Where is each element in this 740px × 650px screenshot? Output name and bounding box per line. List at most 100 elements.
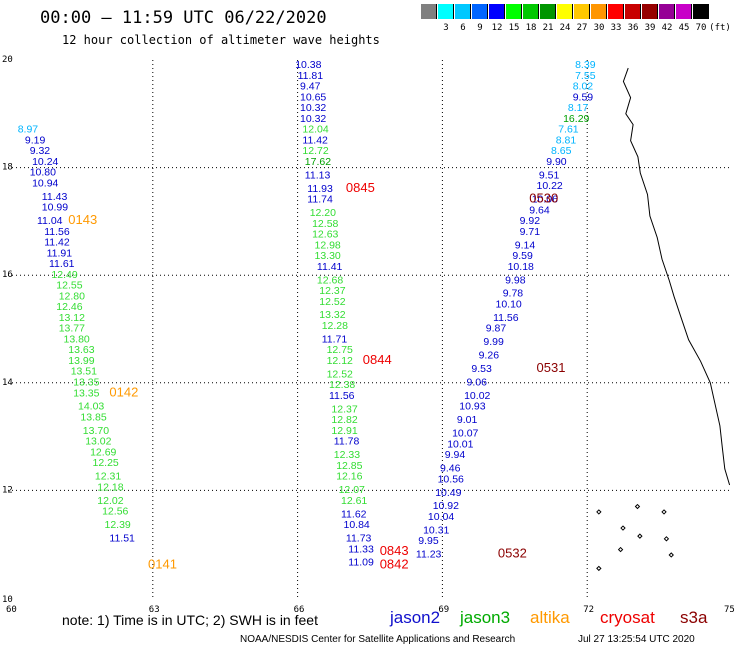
wave-height-value: 12.69 [90, 446, 116, 458]
legend-label: 6 [460, 23, 466, 33]
legend-label: 42 [661, 23, 673, 33]
legend-label: 70 [695, 23, 707, 33]
legend-label: 3 [443, 23, 449, 33]
wave-height-value: 13.77 [59, 323, 85, 335]
wave-height-value: 10.06 [532, 194, 558, 206]
wave-height-value: 10.80 [30, 167, 56, 179]
wave-height-value: 10.92 [433, 500, 459, 512]
wave-height-value: 10.84 [344, 519, 370, 531]
pass-time-label: 0531 [537, 360, 566, 375]
lon-tick-label: 72 [583, 605, 594, 615]
island-outline [668, 552, 674, 558]
wave-height-value: 8.39 [575, 59, 596, 71]
legend-swatch [608, 4, 624, 19]
legend-swatch [659, 4, 675, 19]
credit-line: NOAA/NESDIS Center for Satellite Applica… [240, 634, 516, 645]
wave-height-value: 12.80 [59, 290, 85, 302]
wave-height-value: 12.16 [336, 471, 362, 483]
legend-swatch [693, 4, 709, 19]
wave-height-value: 10.10 [496, 299, 522, 311]
wave-height-value: 8.65 [551, 145, 572, 157]
wave-height-value: 13.35 [73, 377, 99, 389]
wave-height-value: 12.02 [97, 495, 123, 507]
wave-height-value: 9.98 [505, 274, 526, 286]
wave-height-value: 13.12 [59, 312, 85, 324]
lon-tick-label: 69 [438, 605, 449, 615]
wave-height-value: 9.64 [529, 204, 550, 216]
satellite-name: jason2 [390, 608, 441, 627]
coastline [596, 67, 731, 572]
pass-time-label: 0843 [380, 543, 409, 558]
wave-height-value: 12.63 [312, 229, 338, 241]
wave-height-value: 9.59 [512, 250, 533, 262]
island-outline [634, 503, 641, 510]
wave-height-value: 9.90 [546, 156, 567, 168]
wave-height-value: 12.33 [334, 449, 360, 461]
wave-height-value: 17.62 [305, 156, 331, 168]
wave-height-value: 13.63 [68, 344, 94, 356]
wave-height-value: 11.73 [346, 533, 372, 545]
wave-height-value: 13.35 [73, 387, 99, 399]
wave-height-value: 10.24 [32, 156, 58, 168]
wave-height-value: 12.31 [95, 471, 121, 483]
wave-height-value: 10.02 [464, 390, 490, 402]
wave-height-value: 12.52 [319, 296, 345, 308]
legend-label: 9 [477, 23, 483, 33]
wave-height-value: 13.99 [68, 355, 94, 367]
pass-time-label: 0530 [529, 191, 558, 206]
page-subtitle: 12 hour collection of altimeter wave hei… [62, 33, 380, 47]
wave-height-value: 11.43 [42, 191, 68, 203]
wave-height-value: 10.93 [459, 401, 485, 413]
pass-time-label: 0143 [68, 212, 97, 227]
satellite-name: cryosat [600, 608, 655, 627]
wave-height-value: 14.03 [78, 401, 104, 413]
wave-height-value: 13.32 [319, 309, 345, 321]
wave-height-value: 11.93 [307, 183, 333, 195]
wave-height-value: 13.70 [83, 425, 109, 437]
wave-height-value: 11.09 [348, 557, 374, 569]
wave-height-value: 12.98 [315, 239, 341, 251]
page-title: 00:00 – 11:59 UTC 06/22/2020 [40, 8, 327, 28]
wave-height-value: 10.99 [42, 202, 68, 214]
wave-height-value: 9.06 [467, 377, 488, 389]
lon-tick-label: 63 [149, 605, 160, 615]
wave-height-value: 13.85 [80, 412, 106, 424]
legend-label: 15 [508, 23, 520, 33]
wave-height-value: 12.18 [97, 481, 123, 493]
wave-height-value: 9.87 [486, 323, 507, 335]
wave-height-value: 9.78 [503, 288, 524, 300]
wave-height-value: 12.91 [331, 425, 357, 437]
lat-tick-label: 12 [2, 485, 13, 495]
wave-height-value: 11.41 [317, 261, 343, 273]
legend-swatch [489, 4, 505, 19]
wave-height-value: 10.32 [300, 113, 326, 125]
wave-height-value: 12.55 [56, 280, 82, 292]
wave-height-value: 9.19 [25, 134, 46, 146]
island-outline [620, 525, 626, 531]
lon-tick-label: 75 [724, 605, 735, 615]
legend-unit: (ft) [709, 23, 731, 33]
wave-height-value: 10.04 [428, 511, 454, 523]
island-outline [617, 546, 624, 553]
legend-swatch [591, 4, 607, 19]
wave-height-value: 13.80 [64, 334, 90, 346]
wave-height-value: 11.61 [49, 258, 75, 270]
footer-note: note: 1) Time is in UTC; 2) SWH is in fe… [62, 612, 318, 628]
wave-height-value: 13.51 [71, 366, 97, 378]
legend-label: 45 [678, 23, 690, 33]
legend-swatch [506, 4, 522, 19]
wave-height-value: 12.85 [336, 460, 362, 472]
wave-height-value: 12.75 [327, 344, 353, 356]
pass-time-label: 0845 [346, 180, 375, 195]
wave-height-value: 13.30 [315, 250, 341, 262]
pass-time-label: 0532 [498, 546, 527, 561]
lat-tick-label: 16 [2, 270, 13, 280]
wave-height-value: 9.26 [479, 350, 500, 362]
wave-height-value: 11.42 [44, 237, 70, 249]
wave-height-value: 12.52 [327, 368, 353, 380]
island-outline [637, 533, 643, 539]
wave-height-value: 10.32 [300, 102, 326, 114]
wave-height-value: 12.25 [93, 457, 119, 469]
island-outline [596, 565, 602, 572]
wave-height-value: 9.94 [445, 449, 466, 461]
